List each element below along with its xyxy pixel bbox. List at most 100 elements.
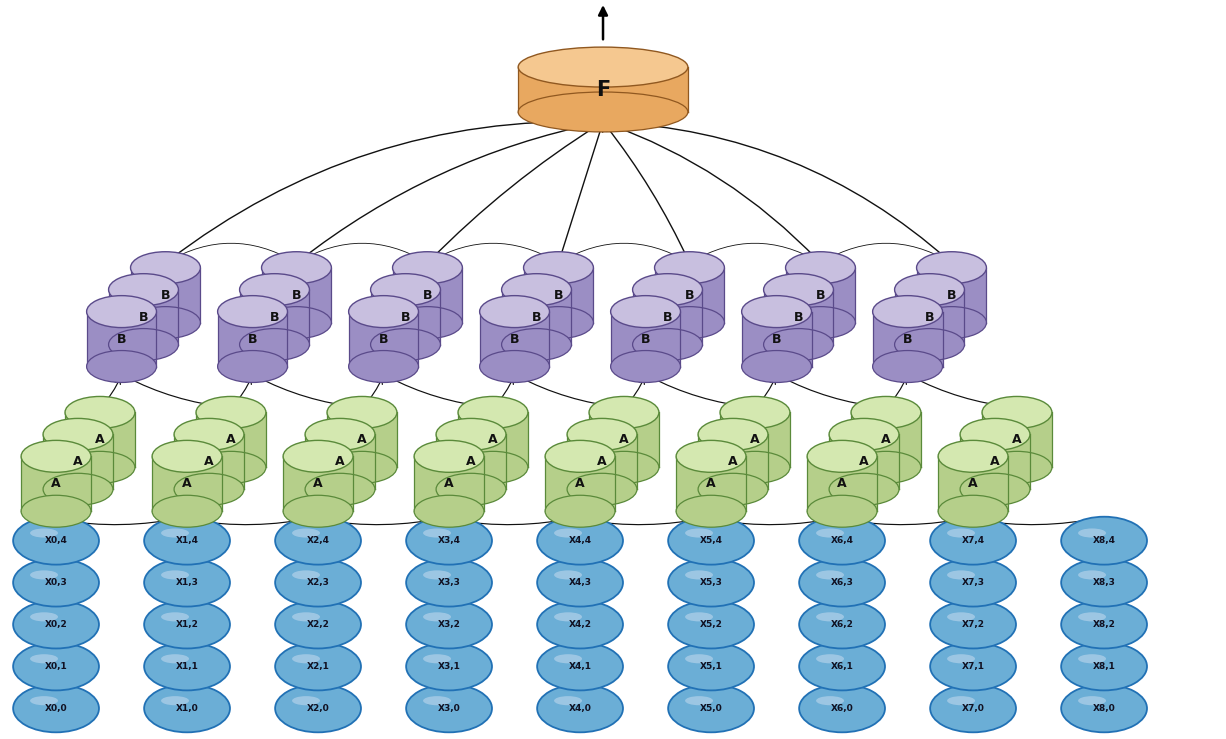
Polygon shape: [519, 67, 688, 112]
Ellipse shape: [799, 559, 885, 607]
Ellipse shape: [161, 571, 189, 579]
Ellipse shape: [546, 440, 615, 472]
Ellipse shape: [554, 571, 582, 579]
Ellipse shape: [917, 252, 987, 284]
Text: B: B: [139, 310, 148, 324]
Ellipse shape: [1062, 642, 1148, 690]
Ellipse shape: [655, 307, 725, 338]
Polygon shape: [392, 268, 462, 323]
Ellipse shape: [479, 350, 549, 383]
Ellipse shape: [829, 473, 899, 505]
Ellipse shape: [982, 396, 1052, 429]
Ellipse shape: [109, 273, 179, 306]
Ellipse shape: [588, 396, 658, 429]
Ellipse shape: [152, 440, 222, 472]
Text: B: B: [292, 289, 302, 302]
Ellipse shape: [1078, 571, 1106, 579]
Text: A: A: [881, 433, 891, 446]
Polygon shape: [21, 457, 91, 511]
Text: X0,2: X0,2: [44, 620, 67, 629]
Ellipse shape: [87, 350, 157, 383]
Ellipse shape: [938, 440, 1008, 472]
Text: X6,1: X6,1: [831, 662, 853, 671]
Ellipse shape: [21, 440, 91, 472]
Text: B: B: [379, 333, 389, 346]
Ellipse shape: [817, 654, 843, 664]
Text: A: A: [706, 477, 716, 490]
Ellipse shape: [1078, 528, 1106, 537]
Ellipse shape: [292, 654, 320, 664]
Polygon shape: [655, 268, 725, 323]
Polygon shape: [851, 412, 921, 467]
Ellipse shape: [145, 517, 230, 565]
Ellipse shape: [13, 642, 99, 690]
Text: F: F: [596, 80, 611, 100]
Text: X8,4: X8,4: [1092, 537, 1116, 545]
Ellipse shape: [196, 452, 266, 483]
Ellipse shape: [65, 452, 135, 483]
Ellipse shape: [501, 273, 571, 306]
Polygon shape: [873, 312, 943, 367]
Ellipse shape: [305, 418, 375, 450]
Polygon shape: [436, 435, 506, 489]
Ellipse shape: [829, 418, 899, 450]
Polygon shape: [348, 312, 418, 367]
Polygon shape: [109, 290, 179, 344]
Ellipse shape: [130, 252, 200, 284]
Text: B: B: [902, 333, 912, 346]
Ellipse shape: [423, 571, 451, 579]
Text: A: A: [357, 433, 367, 446]
Ellipse shape: [1062, 684, 1148, 732]
Ellipse shape: [720, 452, 790, 483]
Ellipse shape: [720, 396, 790, 429]
Ellipse shape: [31, 654, 58, 664]
Ellipse shape: [392, 252, 462, 284]
Ellipse shape: [292, 528, 320, 537]
Ellipse shape: [501, 329, 571, 361]
Text: X4,1: X4,1: [569, 662, 592, 671]
Ellipse shape: [218, 350, 287, 383]
Ellipse shape: [161, 654, 189, 664]
Text: A: A: [991, 455, 1000, 469]
Ellipse shape: [948, 654, 975, 664]
Text: A: A: [183, 477, 191, 490]
Ellipse shape: [1062, 601, 1148, 649]
Text: X2,2: X2,2: [306, 620, 330, 629]
Ellipse shape: [174, 473, 244, 505]
Ellipse shape: [275, 642, 360, 690]
Ellipse shape: [21, 495, 91, 527]
Ellipse shape: [43, 418, 113, 450]
Polygon shape: [982, 412, 1052, 467]
Polygon shape: [633, 290, 702, 344]
Ellipse shape: [895, 329, 965, 361]
Polygon shape: [895, 290, 965, 344]
Text: X4,2: X4,2: [569, 620, 592, 629]
Text: X6,2: X6,2: [831, 620, 853, 629]
Ellipse shape: [1062, 559, 1148, 607]
Text: X6,0: X6,0: [831, 704, 853, 713]
Text: A: A: [51, 477, 61, 490]
Ellipse shape: [275, 559, 360, 607]
Ellipse shape: [1062, 517, 1148, 565]
Ellipse shape: [698, 473, 767, 505]
Ellipse shape: [668, 517, 754, 565]
Text: A: A: [837, 477, 847, 490]
Text: X5,3: X5,3: [700, 578, 722, 587]
Ellipse shape: [196, 396, 266, 429]
Text: X5,4: X5,4: [700, 537, 722, 545]
Ellipse shape: [459, 396, 528, 429]
Ellipse shape: [817, 696, 843, 705]
Ellipse shape: [152, 495, 222, 527]
Ellipse shape: [685, 613, 714, 621]
Polygon shape: [698, 435, 767, 489]
Polygon shape: [807, 457, 877, 511]
Polygon shape: [196, 412, 266, 467]
Ellipse shape: [43, 473, 113, 505]
Text: X4,3: X4,3: [569, 578, 592, 587]
Text: B: B: [248, 333, 257, 346]
Polygon shape: [459, 412, 528, 467]
Ellipse shape: [948, 571, 975, 579]
Text: X3,3: X3,3: [438, 578, 461, 587]
Ellipse shape: [931, 559, 1016, 607]
Ellipse shape: [948, 528, 975, 537]
